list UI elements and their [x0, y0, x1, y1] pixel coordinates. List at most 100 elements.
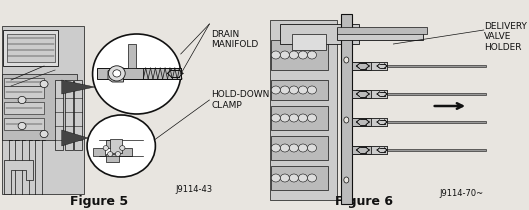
Bar	[352, 146, 383, 154]
Ellipse shape	[344, 57, 349, 63]
Bar	[97, 68, 181, 79]
Circle shape	[307, 174, 316, 182]
Text: Figure 5: Figure 5	[70, 195, 128, 208]
Circle shape	[289, 114, 298, 122]
Circle shape	[107, 152, 113, 156]
Circle shape	[307, 86, 316, 94]
Bar	[271, 166, 328, 190]
Circle shape	[298, 114, 307, 122]
Bar	[271, 40, 328, 70]
Circle shape	[280, 86, 289, 94]
Circle shape	[280, 114, 289, 122]
Circle shape	[289, 144, 298, 152]
Bar	[120, 148, 132, 156]
Circle shape	[298, 144, 307, 152]
Polygon shape	[62, 80, 95, 94]
Circle shape	[280, 144, 289, 152]
Circle shape	[87, 115, 156, 177]
Circle shape	[113, 70, 121, 77]
Circle shape	[289, 86, 298, 94]
Circle shape	[271, 86, 280, 94]
Circle shape	[108, 66, 125, 81]
Text: J9114-43: J9114-43	[176, 185, 213, 194]
Bar	[128, 44, 135, 68]
Circle shape	[18, 122, 26, 130]
Bar	[371, 90, 387, 98]
Ellipse shape	[344, 117, 349, 123]
Ellipse shape	[344, 177, 349, 183]
Circle shape	[298, 86, 307, 94]
Bar	[352, 62, 383, 70]
Bar	[106, 154, 118, 162]
Circle shape	[298, 51, 307, 59]
Bar	[352, 62, 383, 70]
Bar	[271, 80, 328, 100]
Bar	[371, 146, 387, 154]
Text: Figure 6: Figure 6	[335, 195, 393, 208]
Bar	[6, 34, 55, 62]
Bar	[74, 80, 81, 150]
Circle shape	[271, 144, 280, 152]
Circle shape	[93, 34, 181, 114]
Bar	[371, 90, 387, 98]
Bar	[371, 146, 387, 154]
Bar	[93, 148, 105, 156]
Text: DELIVERY
VALVE
HOLDER: DELIVERY VALVE HOLDER	[484, 22, 527, 52]
Polygon shape	[2, 26, 84, 194]
Bar	[384, 121, 486, 123]
Circle shape	[280, 51, 289, 59]
Bar	[4, 86, 44, 98]
Circle shape	[18, 96, 26, 104]
Bar	[384, 149, 486, 151]
Circle shape	[271, 114, 280, 122]
Bar	[271, 106, 328, 130]
Text: DRAIN
MANIFOLD: DRAIN MANIFOLD	[212, 30, 259, 49]
Text: HOLD-DOWN
CLAMP: HOLD-DOWN CLAMP	[212, 90, 270, 110]
Circle shape	[307, 51, 316, 59]
Bar	[352, 90, 383, 98]
Bar	[371, 62, 387, 70]
Circle shape	[280, 174, 289, 182]
Bar	[337, 27, 427, 34]
Circle shape	[289, 51, 298, 59]
Circle shape	[103, 146, 108, 150]
Circle shape	[271, 51, 280, 59]
Polygon shape	[2, 74, 77, 140]
Bar	[65, 80, 73, 150]
Circle shape	[40, 130, 48, 138]
Circle shape	[115, 152, 121, 156]
Circle shape	[289, 174, 298, 182]
Circle shape	[298, 174, 307, 182]
Bar	[371, 118, 387, 126]
Bar	[352, 118, 383, 126]
Bar	[106, 140, 118, 148]
Bar	[280, 24, 359, 44]
Circle shape	[120, 146, 125, 150]
Polygon shape	[108, 68, 123, 82]
Bar	[110, 139, 122, 153]
Polygon shape	[62, 130, 88, 146]
Text: J9114-70~: J9114-70~	[439, 189, 484, 198]
Bar	[371, 118, 387, 126]
Bar	[143, 68, 181, 79]
Bar	[4, 78, 44, 86]
Bar	[337, 28, 423, 40]
Bar	[55, 80, 63, 150]
Bar	[352, 118, 383, 126]
Polygon shape	[270, 20, 337, 200]
Bar	[352, 90, 383, 98]
Circle shape	[307, 114, 316, 122]
Bar	[341, 14, 352, 204]
Polygon shape	[4, 160, 33, 194]
Circle shape	[40, 80, 48, 88]
Bar	[384, 65, 486, 67]
Bar	[291, 34, 325, 50]
Bar	[384, 93, 486, 95]
Bar	[4, 102, 44, 114]
Bar	[271, 136, 328, 160]
Bar	[3, 30, 58, 66]
Bar	[371, 62, 387, 70]
Circle shape	[307, 144, 316, 152]
Circle shape	[271, 174, 280, 182]
Bar	[4, 118, 44, 130]
